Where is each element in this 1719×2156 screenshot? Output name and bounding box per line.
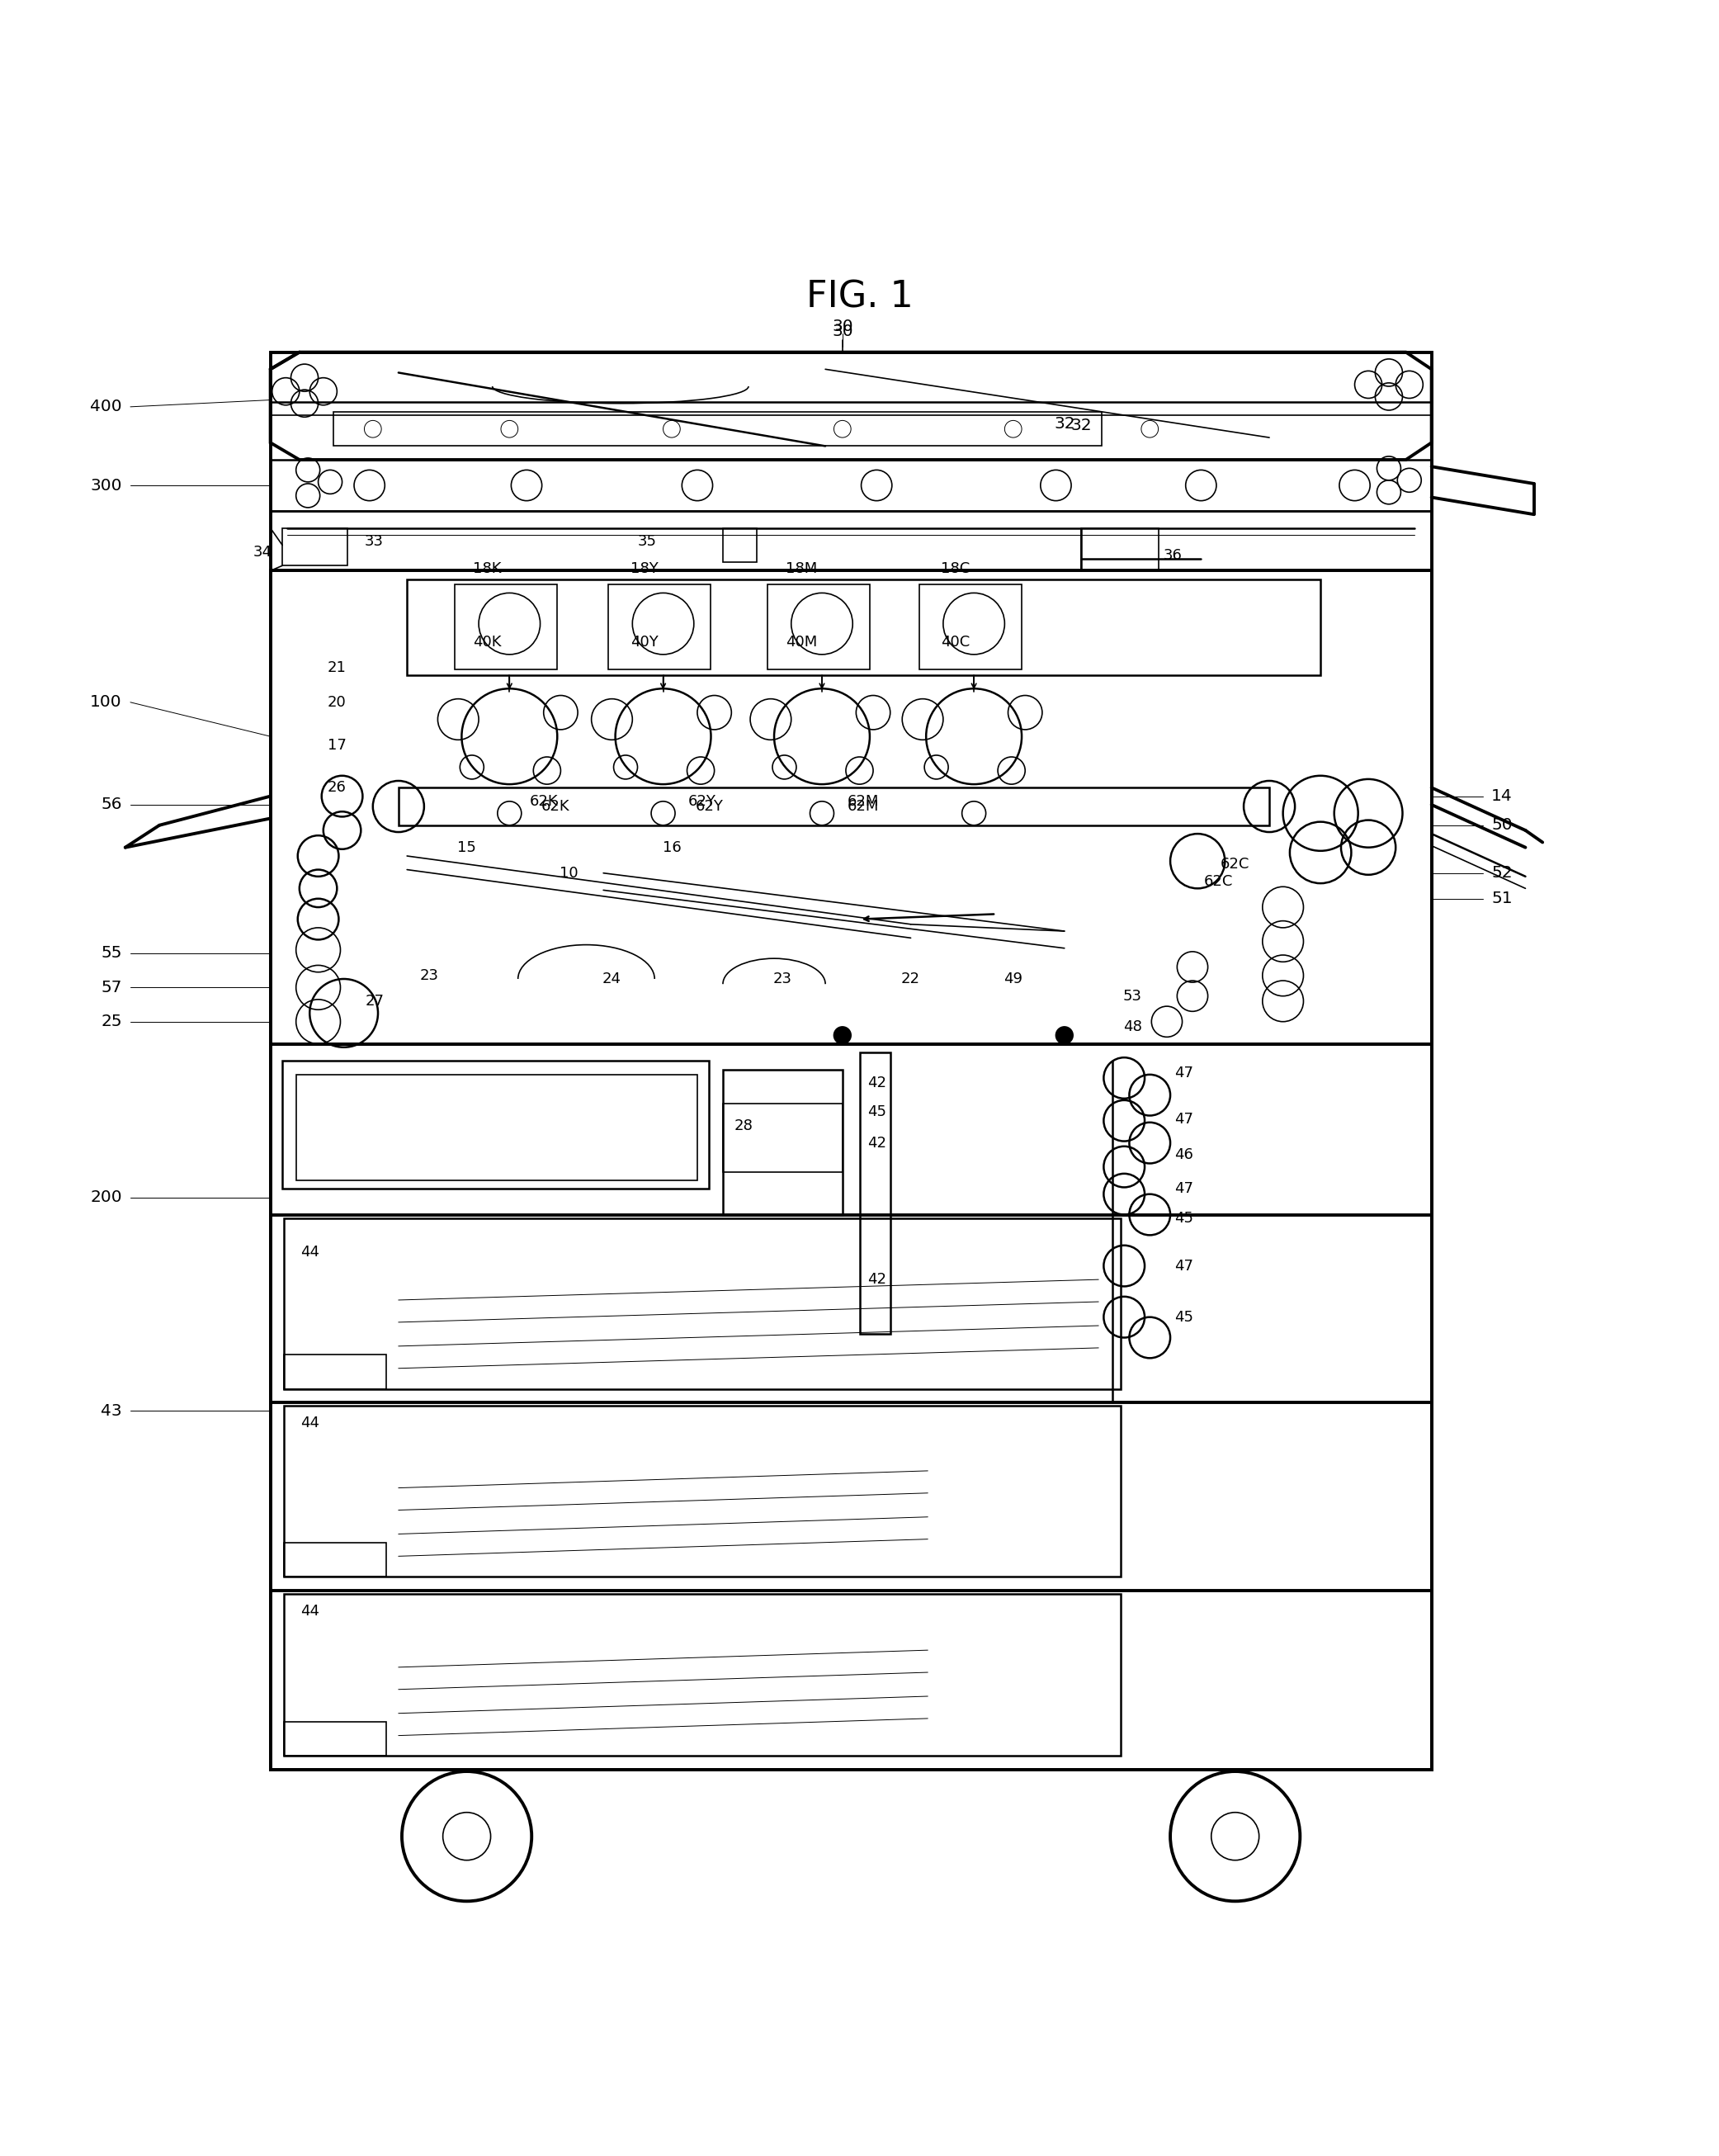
Text: 45: 45 (866, 1104, 885, 1119)
Bar (270, 1044, 1432, 1770)
Bar (609, 584, 712, 671)
Text: 45: 45 (1174, 1309, 1193, 1324)
Text: 30: 30 (832, 319, 853, 334)
Text: 47: 47 (1174, 1065, 1193, 1080)
Bar (456, 584, 557, 671)
Bar (284, 1218, 1121, 1388)
Text: 62C: 62C (1203, 873, 1233, 888)
Bar (860, 1052, 890, 1335)
Text: 200: 200 (89, 1190, 122, 1205)
Bar (284, 1593, 1121, 1755)
Bar (270, 351, 1432, 1770)
Text: 40Y: 40Y (631, 636, 658, 649)
Text: 55: 55 (101, 946, 122, 962)
Text: 17: 17 (328, 737, 347, 752)
Text: 36: 36 (1164, 548, 1183, 563)
Text: 53: 53 (1123, 990, 1141, 1003)
Text: 44: 44 (301, 1244, 320, 1259)
Text: 47: 47 (1174, 1112, 1193, 1125)
Text: 23: 23 (774, 972, 792, 987)
Text: 42: 42 (866, 1136, 885, 1151)
Text: 62M: 62M (847, 800, 878, 813)
Bar (724, 1069, 842, 1214)
Text: 62Y: 62Y (688, 793, 717, 808)
Bar (270, 459, 1432, 511)
Bar (296, 1074, 698, 1181)
Text: 300: 300 (89, 476, 122, 494)
Text: 62K: 62K (529, 793, 559, 808)
Text: 62C: 62C (1220, 858, 1250, 871)
Bar (767, 584, 870, 671)
Bar (724, 528, 756, 563)
Text: 21: 21 (328, 660, 347, 675)
Text: 47: 47 (1174, 1259, 1193, 1274)
Circle shape (834, 1026, 851, 1044)
Text: 18Y: 18Y (631, 561, 658, 576)
Bar (724, 1104, 842, 1173)
Text: FIG. 1: FIG. 1 (806, 280, 913, 315)
Text: 15: 15 (457, 841, 476, 856)
Text: 62M: 62M (847, 793, 878, 808)
Text: 28: 28 (734, 1119, 753, 1134)
Text: 47: 47 (1174, 1181, 1193, 1197)
Text: 40M: 40M (786, 636, 817, 649)
Text: 100: 100 (89, 694, 122, 709)
Bar (399, 787, 1269, 826)
Bar (284, 1354, 387, 1388)
Bar (1081, 528, 1159, 571)
Text: 62K: 62K (541, 800, 569, 813)
Text: 18C: 18C (940, 561, 970, 576)
Text: 51: 51 (1492, 890, 1513, 906)
Bar (284, 1723, 387, 1755)
Text: 16: 16 (662, 841, 681, 856)
Bar (284, 1542, 387, 1576)
Bar (333, 412, 1102, 446)
Text: 18K: 18K (473, 561, 502, 576)
Text: 57: 57 (101, 979, 122, 996)
Text: 32: 32 (1054, 416, 1074, 431)
Text: 400: 400 (89, 399, 122, 414)
Text: 14: 14 (1492, 789, 1513, 804)
Circle shape (1055, 1026, 1073, 1044)
Text: 46: 46 (1174, 1147, 1193, 1162)
Text: 33: 33 (364, 535, 383, 550)
Text: 24: 24 (602, 972, 621, 987)
Text: 52: 52 (1492, 865, 1513, 882)
Text: 30: 30 (832, 323, 853, 338)
Text: 50: 50 (1492, 817, 1513, 832)
Text: 27: 27 (364, 994, 383, 1009)
Bar (407, 580, 1320, 675)
Text: 48: 48 (1123, 1020, 1141, 1035)
Text: 62Y: 62Y (694, 800, 724, 813)
Bar (284, 1406, 1121, 1576)
Bar (270, 511, 1432, 571)
Text: 40K: 40K (473, 636, 502, 649)
Text: 42: 42 (866, 1076, 885, 1091)
Text: 10: 10 (560, 865, 579, 880)
Text: 22: 22 (901, 972, 920, 987)
Text: 32: 32 (1071, 418, 1092, 433)
Text: 20: 20 (328, 694, 347, 709)
Text: 42: 42 (866, 1272, 885, 1287)
Text: 18M: 18M (786, 561, 817, 576)
Text: 34: 34 (253, 545, 272, 558)
Bar (270, 571, 1432, 1044)
Bar (920, 584, 1021, 671)
Text: 56: 56 (101, 798, 122, 813)
Text: 25: 25 (101, 1013, 122, 1028)
Text: 35: 35 (638, 535, 657, 550)
Text: 23: 23 (419, 968, 438, 983)
Text: 44: 44 (301, 1604, 320, 1619)
Text: 40C: 40C (940, 636, 970, 649)
Text: 49: 49 (1004, 972, 1023, 987)
Text: 45: 45 (1174, 1212, 1193, 1225)
Text: 43: 43 (101, 1404, 122, 1419)
Text: 26: 26 (328, 780, 347, 796)
Bar (282, 528, 347, 565)
Bar (282, 1061, 710, 1188)
Text: 44: 44 (301, 1416, 320, 1429)
